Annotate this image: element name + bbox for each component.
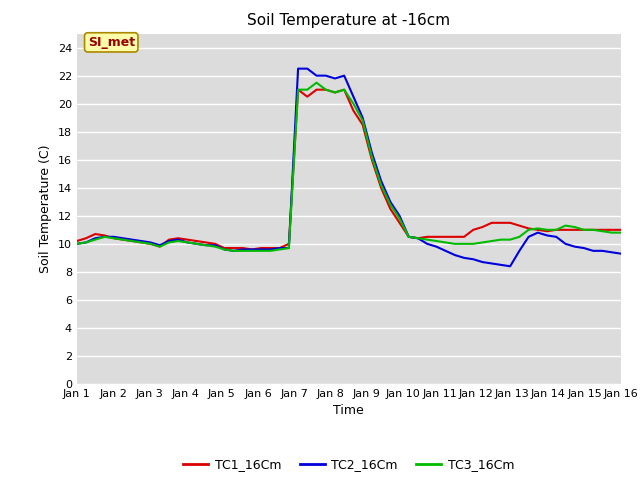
Y-axis label: Soil Temperature (C): Soil Temperature (C) [39,144,52,273]
Text: SI_met: SI_met [88,36,135,49]
Title: Soil Temperature at -16cm: Soil Temperature at -16cm [247,13,451,28]
Legend: TC1_16Cm, TC2_16Cm, TC3_16Cm: TC1_16Cm, TC2_16Cm, TC3_16Cm [179,453,519,476]
X-axis label: Time: Time [333,405,364,418]
